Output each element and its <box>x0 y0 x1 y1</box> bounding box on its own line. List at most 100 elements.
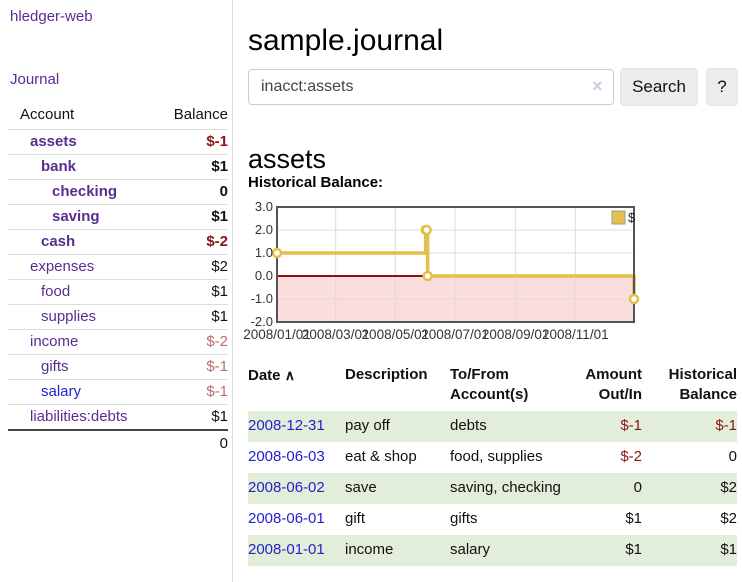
svg-text:2008/07/01: 2008/07/01 <box>421 327 489 342</box>
svg-text:0.0: 0.0 <box>255 268 273 283</box>
account-column-header: Account <box>20 106 75 123</box>
account-balance: $1 <box>158 404 228 430</box>
search-button[interactable]: Search <box>620 68 698 106</box>
sidebar-account-link[interactable]: supplies <box>41 308 97 325</box>
sidebar-account-link[interactable]: checking <box>52 183 118 200</box>
transactions-table: Date ∧ Description To/From Account(s) Am… <box>248 363 737 566</box>
transaction-date-link[interactable]: 2008-06-03 <box>248 448 325 465</box>
app-title-link[interactable]: hledger-web <box>10 8 93 25</box>
account-row: assets $-1 <box>8 129 228 155</box>
transaction-description: income <box>345 541 394 558</box>
transaction-accounts: food, supplies <box>450 448 543 465</box>
sidebar-account-link[interactable]: cash <box>41 233 76 250</box>
svg-text:-2.0: -2.0 <box>251 314 273 329</box>
transaction-description: save <box>345 479 377 496</box>
accounts-column-header: To/From Account(s) <box>450 366 529 403</box>
transaction-amount: $-2 <box>620 448 642 465</box>
total-row: 0 <box>8 429 228 456</box>
svg-text:1.0: 1.0 <box>255 245 273 260</box>
account-row: liabilities:debts $1 <box>8 404 228 430</box>
transaction-date-link[interactable]: 2008-06-02 <box>248 479 325 496</box>
sidebar-account-link[interactable]: liabilities:debts <box>30 408 128 425</box>
account-table-body: assets $-1 bank $1 checking 0 saving $1 cash $-2 e… <box>8 129 228 430</box>
svg-text:-1.0: -1.0 <box>251 291 273 306</box>
transactions-table-body: 2008-12-31 pay off debts $-1 $-1 2008-06-03 ea… <box>248 411 737 566</box>
sidebar: hledger-web Journal Account Balance asse… <box>0 0 233 582</box>
transaction-accounts: salary <box>450 541 491 558</box>
transaction-description: gift <box>345 510 366 527</box>
account-row: supplies $1 <box>8 304 228 330</box>
transaction-description: pay off <box>345 417 390 434</box>
transaction-amount: $-1 <box>620 417 642 434</box>
transaction-amount: $1 <box>625 510 642 527</box>
account-row: salary $-1 <box>8 379 228 405</box>
account-row: cash $-2 <box>8 229 228 255</box>
historical-balance-chart: $3.0 2.0 1.0 0.0 -1.0 -2.02008/01/012008/03/0… <box>243 199 640 342</box>
account-balance: $-2 <box>158 229 228 255</box>
svg-text:2.0: 2.0 <box>255 222 273 237</box>
svg-text:3.0: 3.0 <box>255 199 273 214</box>
account-row: checking 0 <box>8 179 228 205</box>
transaction-balance: $2 <box>720 510 737 527</box>
account-row: saving $1 <box>8 204 228 230</box>
transaction-accounts: debts <box>450 417 487 434</box>
balance-column-header: Balance <box>173 106 228 123</box>
account-row: expenses $2 <box>8 254 228 280</box>
sidebar-account-link[interactable]: expenses <box>30 258 95 275</box>
account-row: bank $1 <box>8 154 228 180</box>
transaction-balance: $-1 <box>715 417 737 434</box>
sidebar-account-link[interactable]: food <box>41 283 71 300</box>
sidebar-account-link[interactable]: salary <box>41 383 82 400</box>
transaction-row: 2008-01-01 income salary $1 $1 <box>248 535 737 566</box>
sidebar-account-link[interactable]: bank <box>41 158 77 175</box>
account-balance: $-1 <box>158 379 228 405</box>
transaction-balance: $2 <box>720 479 737 496</box>
transaction-balance: $1 <box>720 541 737 558</box>
account-row: income $-2 <box>8 329 228 355</box>
account-balance: $-1 <box>158 129 228 155</box>
account-row: gifts $-1 <box>8 354 228 380</box>
amount-column-header: Amount Out/In <box>585 366 642 403</box>
account-balance: $-2 <box>158 329 228 355</box>
transaction-amount: 0 <box>633 479 642 496</box>
sidebar-account-link[interactable]: saving <box>52 208 100 225</box>
account-balance: $2 <box>158 254 228 280</box>
transaction-row: 2008-06-01 gift gifts $1 $2 <box>248 504 737 535</box>
description-column-header: Description <box>345 366 428 383</box>
transaction-amount: $1 <box>625 541 642 558</box>
account-balance: $-1 <box>158 354 228 380</box>
transaction-date-link[interactable]: 2008-12-31 <box>248 417 325 434</box>
transaction-row: 2008-12-31 pay off debts $-1 $-1 <box>248 411 737 442</box>
transaction-row: 2008-06-02 save saving, checking 0 $2 <box>248 473 737 504</box>
account-balance: $1 <box>158 304 228 330</box>
transaction-balance: 0 <box>728 448 737 465</box>
svg-text:2008/05/01: 2008/05/01 <box>362 327 430 342</box>
account-balance: $1 <box>158 279 228 305</box>
svg-text:2008/03/01: 2008/03/01 <box>302 327 370 342</box>
account-row: food $1 <box>8 279 228 305</box>
account-balance: $1 <box>158 154 228 180</box>
transaction-row: 2008-06-03 eat & shop food, supplies $-2 0 <box>248 442 737 473</box>
svg-text:$: $ <box>628 210 636 225</box>
caret-up-icon: ∧ <box>284 367 295 383</box>
account-balance: 0 <box>158 179 228 205</box>
transaction-accounts: gifts <box>450 510 478 527</box>
account-heading: assets <box>248 144 327 175</box>
account-balance: $1 <box>158 204 228 230</box>
clear-search-icon[interactable]: × <box>592 76 603 96</box>
transaction-date-link[interactable]: 2008-01-01 <box>248 541 325 558</box>
chart-title: Historical Balance: <box>248 174 384 191</box>
help-button[interactable]: ? <box>706 68 738 106</box>
date-column-header[interactable]: Date ∧ <box>248 367 295 384</box>
svg-text:2008/09/01: 2008/09/01 <box>482 327 550 342</box>
sidebar-account-link[interactable]: gifts <box>41 358 69 375</box>
sidebar-account-link[interactable]: assets <box>30 133 77 150</box>
transaction-accounts: saving, checking <box>450 479 561 496</box>
svg-text:2008/11/01: 2008/11/01 <box>542 327 609 342</box>
search-input[interactable] <box>248 69 614 105</box>
page-title: sample.journal <box>248 24 444 58</box>
sidebar-item-journal[interactable]: Journal <box>10 71 60 88</box>
svg-text:2008/01/01: 2008/01/01 <box>243 327 311 342</box>
sidebar-account-link[interactable]: income <box>30 333 79 350</box>
transaction-date-link[interactable]: 2008-06-01 <box>248 510 325 527</box>
